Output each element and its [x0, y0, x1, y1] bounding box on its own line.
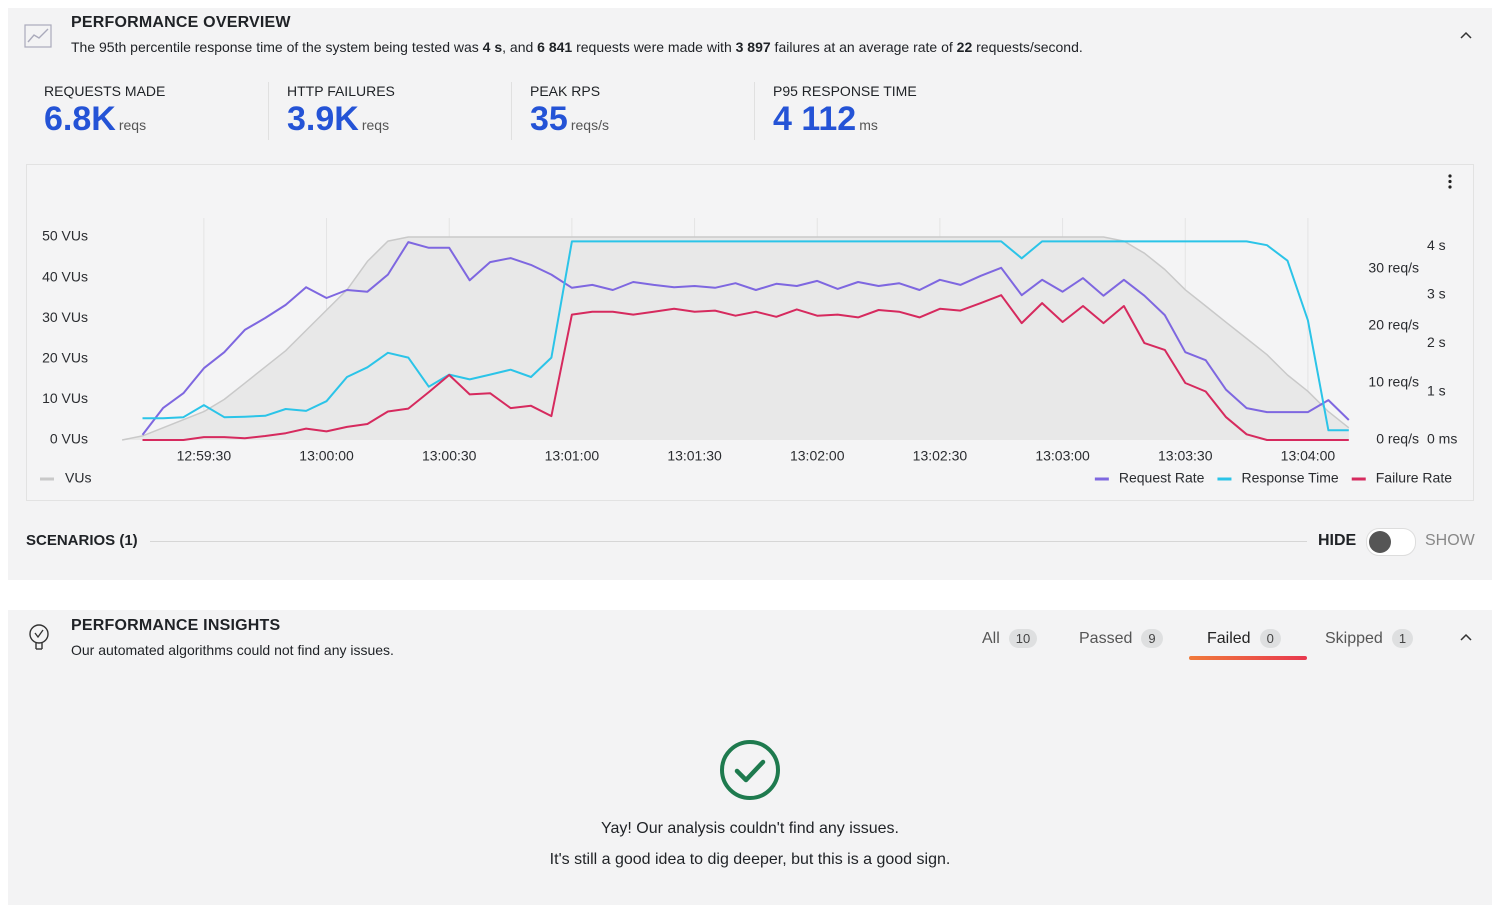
series-line	[142, 294, 1349, 441]
stat-value: 6.8K	[44, 100, 116, 138]
separator	[754, 82, 755, 140]
summary-part: requests were made with	[572, 39, 736, 55]
stat-label: PEAK RPS	[530, 83, 601, 99]
series-line	[141, 241, 1350, 436]
summary-part: , and	[502, 39, 538, 55]
stat-unit: ms	[859, 117, 878, 133]
stat-label: P95 RESPONSE TIME	[773, 83, 917, 99]
insights-subtitle: Our automated algorithms could not find …	[71, 642, 394, 658]
area	[122, 237, 1349, 440]
summary-part: 3 897	[735, 39, 771, 55]
y-tick-label: 10 VUs	[42, 390, 88, 406]
legend-label: Response Time	[1241, 470, 1338, 486]
legend-label: VUs	[65, 470, 91, 486]
y-tick-label: 30 req/s	[1368, 260, 1419, 276]
tab-label: Failed	[1207, 630, 1251, 647]
scenarios-label: SCENARIOS (1)	[26, 532, 138, 549]
insight-icon	[29, 624, 49, 650]
stat-value-row: 4 112 ms	[773, 100, 878, 139]
divider	[150, 541, 1307, 542]
tab[interactable]: Failed 0	[1207, 629, 1281, 648]
x-tick-label: 13:00:30	[422, 448, 477, 464]
x-tick-label: 13:02:00	[790, 448, 845, 464]
hide-label: HIDE	[1318, 532, 1357, 549]
legend-label: Request Rate	[1119, 470, 1205, 486]
x-tick-label: 13:03:00	[1035, 448, 1090, 464]
x-tick-label: 13:02:30	[913, 448, 968, 464]
stat-value-row: 6.8K reqs	[44, 100, 146, 139]
collapse-button[interactable]	[1458, 30, 1474, 42]
chart-icon	[24, 24, 52, 48]
chart: 12:59:30 13:00:00 13:00:30 13:01:00 13:01:30…	[40, 218, 1457, 486]
active-tab-underline	[1189, 656, 1307, 660]
tab-label: Passed	[1079, 630, 1133, 647]
y-tick-label: 20 req/s	[1368, 317, 1419, 333]
x-tick-label: 13:04:00	[1281, 448, 1336, 464]
stat-unit: reqs	[118, 117, 147, 133]
summary-part: The 95th percentile response time of the…	[71, 39, 483, 55]
collapse-button[interactable]	[1458, 632, 1474, 644]
tab-label: All	[982, 630, 1000, 647]
x-tick-label: 13:03:30	[1158, 448, 1213, 464]
tab-count: 9	[1141, 629, 1163, 648]
stat-value-row: 35 reqs/s	[530, 100, 609, 139]
stat-label: REQUESTS MADE	[44, 83, 166, 99]
separator	[268, 82, 269, 140]
stat-value: 4 112	[773, 100, 857, 138]
stat-value-row: 3.9K reqs	[287, 100, 389, 139]
stat-label: HTTP FAILURES	[287, 83, 395, 99]
y-tick-label: 0 VUs	[50, 431, 88, 447]
summary-part: 22	[956, 39, 973, 55]
summary-part: 6 841	[537, 39, 573, 55]
tab-count: 10	[1008, 629, 1038, 648]
overview-summary: The 95th percentile response time of the…	[71, 39, 1083, 55]
tab[interactable]: Passed 9	[1079, 629, 1163, 648]
series-line	[121, 236, 1350, 441]
stat-value: 35	[530, 100, 568, 138]
x-tick-label: 12:59:30	[177, 448, 232, 464]
success-note: It's still a good idea to dig deeper, bu…	[549, 851, 951, 868]
tab-label: Skipped	[1325, 630, 1383, 647]
tab[interactable]: Skipped 1	[1325, 629, 1414, 648]
y-tick-label: 30 VUs	[42, 309, 88, 325]
separator	[511, 82, 512, 140]
x-tick-label: 13:00:00	[299, 448, 354, 464]
y-tick-label: 3 s	[1427, 285, 1446, 301]
y-tick-label: 4 s	[1427, 237, 1446, 253]
success-message: Yay! Our analysis couldn't find any issu…	[600, 820, 899, 837]
y-tick-label: 10 req/s	[1368, 374, 1419, 390]
y-tick-label: 50 VUs	[42, 228, 88, 244]
tab-count: 0	[1259, 629, 1281, 648]
series-line	[142, 240, 1349, 432]
summary-part: failures at an average rate of	[770, 39, 957, 55]
overview-title: PERFORMANCE OVERVIEW	[71, 14, 291, 31]
y-tick-label: 40 VUs	[42, 268, 88, 284]
summary-part: 4 s	[482, 39, 503, 55]
legend-label: Failure Rate	[1376, 470, 1452, 486]
y-tick-label: 0 req/s	[1376, 431, 1419, 447]
success-icon	[720, 740, 780, 800]
stat-value: 3.9K	[287, 100, 359, 138]
chart-menu[interactable]	[1444, 172, 1456, 192]
show-label: SHOW	[1425, 532, 1475, 549]
insights-title: PERFORMANCE INSIGHTS	[71, 617, 281, 634]
x-tick-label: 13:01:30	[667, 448, 722, 464]
stat-unit: reqs	[361, 117, 390, 133]
tab[interactable]: All 10	[982, 629, 1038, 648]
y-tick-label: 2 s	[1427, 334, 1446, 350]
y-tick-label: 20 VUs	[42, 350, 88, 366]
summary-part: requests/second.	[972, 39, 1083, 55]
tab-count: 1	[1391, 629, 1414, 648]
scenarios-toggle[interactable]	[1366, 528, 1416, 556]
stat-unit: reqs/s	[570, 117, 609, 133]
y-tick-label: 0 ms	[1427, 431, 1457, 447]
x-tick-label: 13:01:00	[545, 448, 600, 464]
y-tick-label: 1 s	[1427, 382, 1446, 398]
